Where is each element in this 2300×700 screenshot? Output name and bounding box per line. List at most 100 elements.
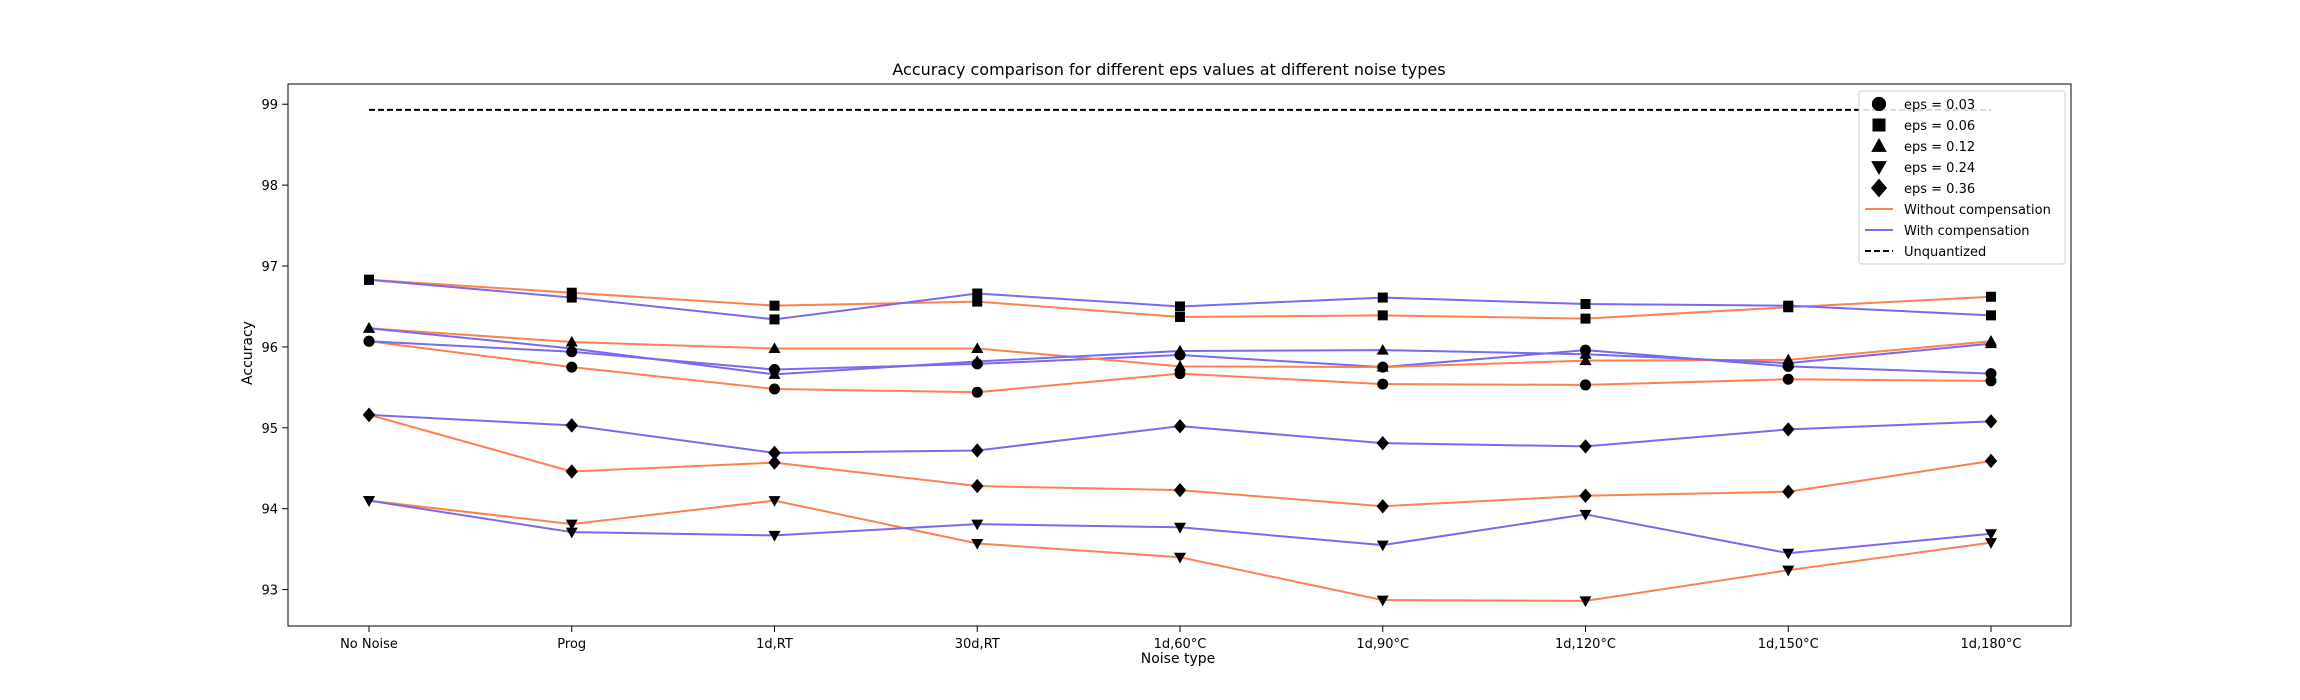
series-line (368, 499, 1992, 602)
data-point (1782, 548, 1795, 560)
data-point (1174, 552, 1186, 564)
y-tick-label: 94 (261, 503, 278, 518)
data-point (1175, 301, 1185, 312)
data-point (1376, 540, 1389, 552)
data-point (1782, 356, 1795, 368)
data-point (1376, 343, 1389, 355)
data-point (1376, 435, 1389, 451)
data-point (971, 342, 984, 354)
y-axis-label: Accuracy (240, 321, 256, 385)
data-point (565, 418, 578, 433)
data-point (1783, 300, 1794, 311)
data-point (565, 342, 578, 354)
chart-title: Accuracy comparison for different eps va… (892, 60, 1445, 79)
data-point (363, 322, 375, 333)
data-point (1580, 299, 1591, 310)
data-point (1782, 484, 1795, 499)
legend-marker (1872, 118, 1886, 132)
data-point (1579, 354, 1592, 366)
x-tick-label: No Noise (340, 637, 398, 652)
x-tick-label: 1d,RT (756, 637, 793, 652)
x-axis-ticks: No Noise Prog 1d,RT 30d,RT 1d,60°C 1d,90°C 1d,… (340, 626, 2022, 652)
data-point (1782, 373, 1794, 385)
data-point (1174, 344, 1186, 356)
data-point (971, 538, 984, 550)
data-point (769, 383, 780, 395)
data-point (1985, 529, 1997, 540)
y-tick-label: 93 (261, 584, 278, 599)
data-point (1174, 522, 1186, 534)
data-point (972, 288, 983, 299)
data-point (565, 527, 578, 539)
y-tick-label: 95 (261, 422, 278, 437)
data-point (1579, 596, 1592, 608)
data-point (1377, 310, 1388, 321)
data-point (364, 274, 374, 285)
legend-marker (1871, 137, 1887, 152)
data-point (1782, 422, 1795, 437)
legend-box (1858, 90, 2066, 265)
legend-label: With compensation (1904, 224, 2030, 239)
x-tick-label: 1d,60°C (1154, 637, 1207, 652)
x-tick-label: 30d,RT (955, 637, 1000, 652)
data-point (363, 335, 375, 347)
x-axis-label: Noise type (1141, 651, 1216, 667)
legend-label: Without compensation (1904, 203, 2051, 218)
x-tick-label: 1d,120°C (1555, 637, 1616, 652)
data-point (1984, 414, 1998, 429)
legend-label: eps = 0.06 (1904, 119, 1975, 134)
data-point (768, 496, 781, 507)
data-point (972, 296, 983, 307)
x-tick-label: 1d,150°C (1758, 637, 1819, 652)
data-point (769, 314, 780, 325)
data-point (768, 445, 781, 461)
data-point (1174, 360, 1186, 371)
y-axis-ticks: 93 94 95 96 97 98 99 (261, 98, 288, 599)
legend: eps = 0.03 eps = 0.06 eps = 0.12 eps = 0.24… (1858, 90, 2066, 265)
data-point (1174, 368, 1186, 380)
data-point (1376, 360, 1389, 372)
y-tick-label: 96 (261, 341, 278, 356)
data-point (566, 361, 578, 373)
data-point (1579, 347, 1592, 359)
data-point (363, 496, 375, 507)
legend-marker (1871, 161, 1887, 176)
x-tick-label: 1d,180°C (1960, 637, 2021, 652)
legend-label: eps = 0.36 (1904, 182, 1975, 197)
data-point (768, 342, 781, 354)
data-point (1985, 538, 1997, 549)
data-point (1376, 499, 1389, 514)
data-point (565, 464, 578, 479)
legend-label: Unquantized (1904, 245, 1986, 260)
data-point (1986, 291, 1996, 302)
data-point (971, 355, 984, 366)
data-point (769, 300, 780, 311)
data-point (1579, 488, 1592, 503)
data-point (1985, 368, 1997, 380)
data-point (1782, 565, 1795, 577)
x-tick-label: Prog (557, 637, 586, 652)
data-point (768, 368, 781, 379)
data-point (1580, 379, 1591, 391)
data-point (1986, 310, 1996, 321)
y-tick-label: 97 (261, 260, 278, 275)
data-point (1173, 482, 1187, 498)
y-tick-label: 99 (261, 98, 278, 113)
data-point (1173, 418, 1187, 434)
legend-label: eps = 0.03 (1904, 98, 1975, 113)
data-point (1376, 595, 1389, 607)
data-point (566, 292, 577, 303)
x-tick-label: 1d,90°C (1356, 637, 1409, 652)
data-point (1985, 337, 1997, 349)
data-point (1984, 453, 1998, 469)
data-point (971, 443, 984, 458)
data-point (565, 335, 578, 347)
legend-label: eps = 0.24 (1904, 161, 1975, 176)
data-point (1579, 509, 1592, 521)
data-point (1580, 313, 1591, 324)
data-point (768, 455, 781, 470)
data-point (565, 519, 578, 531)
data-point (362, 407, 376, 423)
